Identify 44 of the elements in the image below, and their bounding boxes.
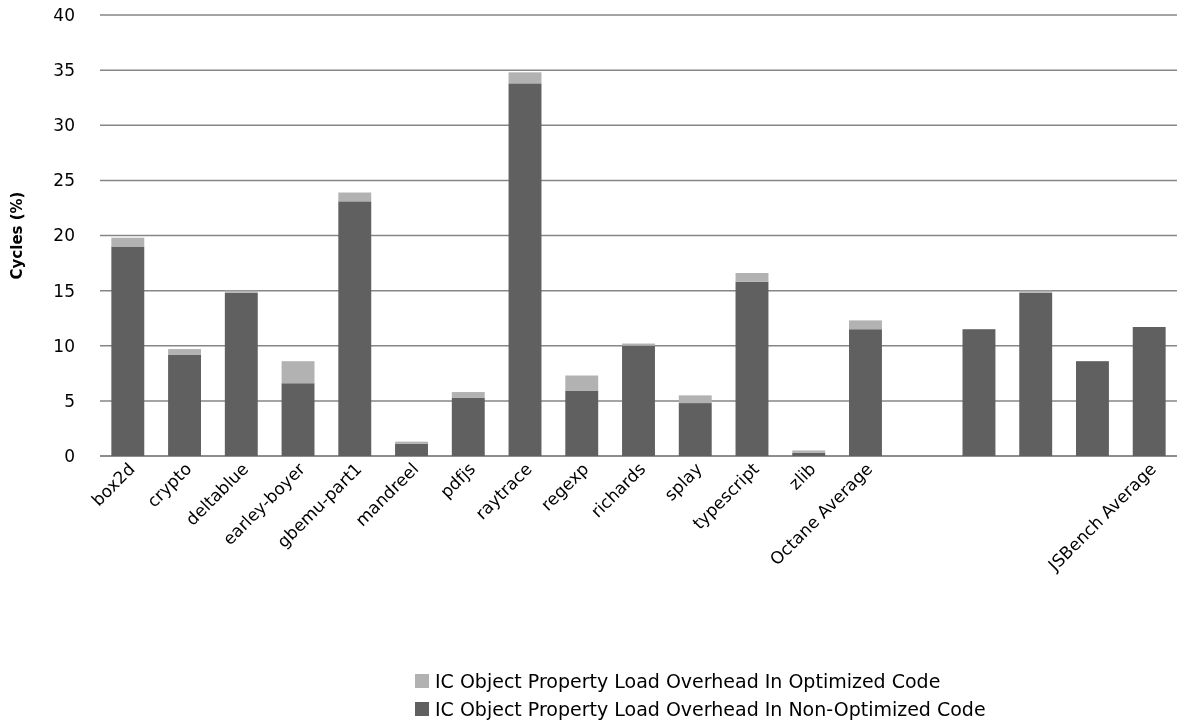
legend-label: IC Object Property Load Overhead In Optimized Code — [435, 669, 941, 692]
x-tick-label: zlib — [784, 458, 820, 494]
bar — [735, 281, 769, 456]
bar — [1019, 292, 1053, 456]
bar — [678, 395, 712, 404]
bar — [224, 290, 258, 293]
bar — [565, 375, 599, 391]
bar — [508, 72, 542, 84]
bar — [395, 441, 428, 444]
y-tick-label: 15 — [53, 280, 75, 301]
bar — [111, 246, 145, 456]
legend-label: IC Object Property Load Overhead In Non-Optimized Code — [435, 697, 986, 720]
bar — [111, 237, 145, 247]
bar — [168, 354, 201, 456]
bar — [281, 383, 315, 456]
bar — [281, 361, 315, 384]
bar — [1132, 327, 1166, 456]
bar — [622, 343, 655, 346]
bar — [1019, 290, 1053, 293]
bar — [849, 320, 882, 330]
bar — [451, 392, 485, 398]
bar — [224, 292, 258, 456]
y-axis-title: Cycles (%) — [8, 191, 26, 280]
bar — [1076, 361, 1109, 456]
y-tick-label: 35 — [53, 60, 75, 81]
bar — [678, 403, 712, 456]
bar — [338, 192, 372, 202]
bar — [962, 329, 996, 456]
bar — [395, 443, 428, 456]
y-tick-label: 20 — [53, 225, 75, 246]
bar — [451, 397, 485, 456]
y-tick-label: 5 — [64, 390, 75, 411]
y-tick-label: 10 — [53, 335, 75, 356]
y-tick-label: 0 — [64, 445, 75, 466]
bar — [849, 329, 882, 456]
bar — [735, 272, 769, 282]
bar — [168, 349, 201, 355]
bar — [565, 390, 599, 456]
bar — [508, 83, 542, 456]
y-tick-label: 40 — [53, 4, 75, 25]
y-tick-label: 30 — [53, 115, 75, 136]
bar — [622, 345, 655, 456]
y-tick-label: 25 — [53, 170, 75, 191]
bar — [338, 201, 372, 456]
